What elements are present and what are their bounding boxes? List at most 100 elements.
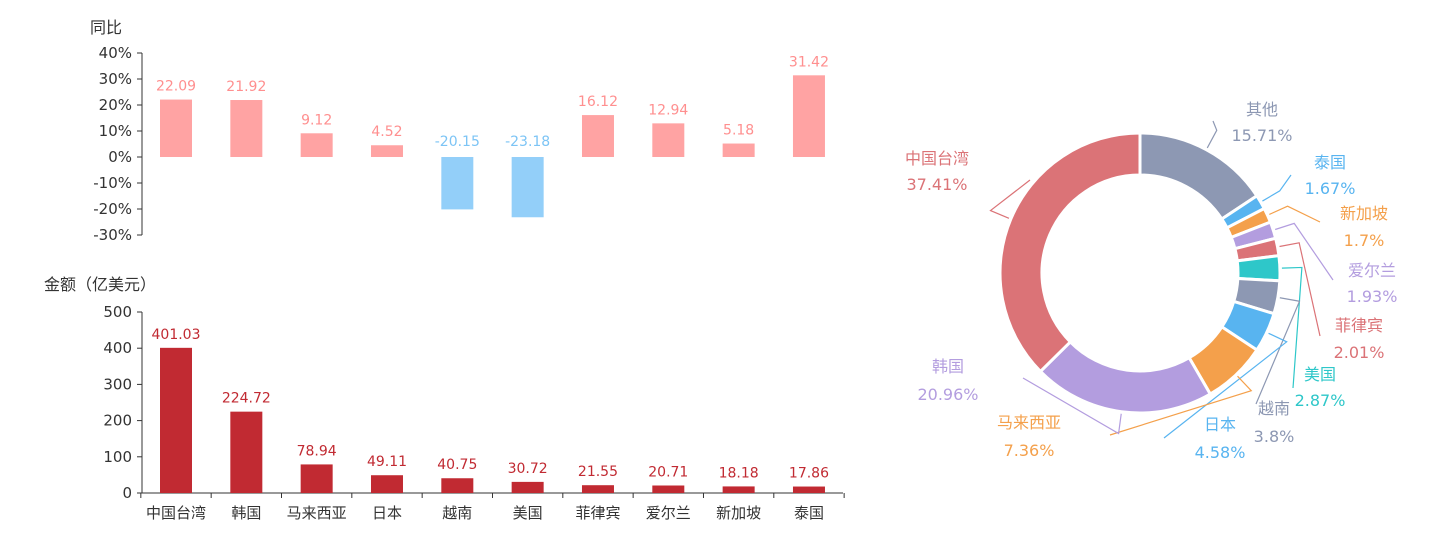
- yoy-y-tick-label: -30%: [93, 226, 132, 244]
- yoy-data-label: 31.42: [789, 54, 829, 70]
- amount-data-label: 224.72: [222, 391, 271, 407]
- amount-bar: [230, 411, 263, 493]
- donut-slice-name: 其他: [1246, 100, 1278, 119]
- amount-axis-title: 金额（亿美元）: [44, 275, 156, 294]
- amount-bar: [652, 485, 685, 493]
- donut-slice-name: 菲律宾: [1335, 316, 1383, 335]
- amount-data-label: 78.94: [297, 443, 337, 459]
- amount-x-tick-label: 新加坡: [716, 504, 761, 522]
- yoy-bar: [581, 115, 614, 157]
- donut-slice-name: 中国台湾: [905, 149, 969, 168]
- amount-data-label: 401.03: [152, 327, 201, 343]
- amount-y-tick-label: 500: [103, 303, 132, 321]
- amount-y-tick-label: 200: [103, 412, 132, 430]
- amount-x-tick-label: 美国: [513, 504, 543, 522]
- amount-y-tick-label: 100: [103, 448, 132, 466]
- donut-slice-name: 新加坡: [1340, 204, 1388, 223]
- donut-slice-name: 马来西亚: [997, 413, 1061, 432]
- donut-slice: [1235, 253, 1282, 283]
- amount-x-tick-label: 韩国: [231, 504, 261, 522]
- yoy-bar: [652, 123, 685, 157]
- yoy-y-tick-label: -20%: [93, 200, 132, 218]
- amount-y-tick-label: 0: [122, 484, 132, 502]
- yoy-data-label: 22.09: [156, 79, 196, 95]
- donut-slice-percent: 1.67%: [1305, 179, 1356, 198]
- yoy-y-tick-label: 20%: [99, 96, 132, 114]
- amount-y-tick-label: 400: [103, 339, 132, 357]
- yoy-y-tick-label: 40%: [99, 44, 132, 62]
- amount-data-label: 49.11: [367, 454, 407, 470]
- amount-x-tick-label: 爱尔兰: [646, 504, 691, 522]
- amount-data-label: 17.86: [789, 466, 829, 482]
- yoy-data-label: 12.94: [648, 102, 688, 118]
- amount-y-tick-label: 300: [103, 375, 132, 393]
- amount-data-label: 40.75: [437, 457, 477, 473]
- donut-labels: 其他 15.71% 泰国 1.67% 新加坡 1.7% 爱尔兰 1.93% 菲律宾 2.01% 美国…: [905, 100, 1397, 462]
- yoy-y-tick-label: -10%: [93, 174, 132, 192]
- amount-bar: [511, 481, 544, 493]
- yoy-bar: [230, 100, 263, 157]
- amount-bar: [441, 478, 474, 493]
- donut-slice-percent: 37.41%: [906, 175, 967, 194]
- amount-bar: [792, 486, 825, 493]
- yoy-bar: [300, 133, 333, 157]
- amount-x-tick-label: 泰国: [794, 504, 824, 522]
- yoy-data-label: 5.18: [723, 123, 754, 139]
- yoy-data-label: 9.12: [301, 112, 332, 128]
- yoy-y-tick-label: 0%: [108, 148, 132, 166]
- donut-slice-name: 泰国: [1314, 153, 1346, 172]
- yoy-bar: [511, 157, 544, 218]
- donut-leader-line: [1022, 377, 1122, 435]
- donut-leader-line: [1109, 375, 1253, 436]
- donut-slice-name: 越南: [1258, 399, 1290, 418]
- amount-bar: [722, 486, 755, 493]
- amount-data-label: 30.72: [508, 461, 548, 477]
- amount-x-tick-label: 中国台湾: [146, 504, 206, 522]
- share-donut-chart: 其他 15.71% 泰国 1.67% 新加坡 1.7% 爱尔兰 1.93% 菲律宾 2.01% 美国…: [905, 100, 1397, 462]
- donut-leader-line: [1279, 242, 1321, 337]
- donut-leader-line: [989, 179, 1031, 219]
- yoy-bar: [441, 157, 474, 210]
- donut-slice-name: 韩国: [932, 357, 964, 376]
- amount-data-label: 21.55: [578, 464, 618, 480]
- donut-slice-name: 爱尔兰: [1348, 261, 1396, 280]
- yoy-y-tick-label: 10%: [99, 122, 132, 140]
- yoy-bar: [722, 143, 755, 157]
- amount-x-tick-label: 马来西亚: [287, 504, 347, 522]
- amount-x-tick-label: 菲律宾: [575, 504, 620, 522]
- yoy-axis-title: 同比: [90, 18, 122, 37]
- amount-bar-chart: 金额（亿美元） 500 400 300 200 100 0 401.03 中国台湾 224.72…: [44, 275, 845, 522]
- amount-x-tick-label: 越南: [442, 504, 472, 522]
- donut-slice-name: 美国: [1304, 365, 1336, 384]
- donut-slice-percent: 1.93%: [1347, 287, 1398, 306]
- yoy-bar-chart: 同比 40% 30% 20% 10% 0% -10% -20% -30% 22.09 21.92 9…: [90, 18, 829, 244]
- donut-slice-percent: 20.96%: [917, 385, 978, 404]
- yoy-data-label: -20.15: [435, 134, 480, 150]
- yoy-bar: [792, 75, 825, 157]
- donut-slice-percent: 2.01%: [1334, 343, 1385, 362]
- donut-leader-line: [1255, 297, 1301, 405]
- donut-leader-line: [1262, 174, 1292, 202]
- donut-leader-line: [1206, 120, 1218, 149]
- amount-bar: [370, 475, 403, 493]
- donut-slice-percent: 3.8%: [1254, 427, 1295, 446]
- donut-leader-line: [1281, 266, 1303, 389]
- amount-bar: [581, 485, 614, 493]
- donut-slice-percent: 2.87%: [1295, 391, 1346, 410]
- donut-slice: [998, 131, 1142, 374]
- donut-slice-percent: 15.71%: [1231, 126, 1292, 145]
- amount-data-label: 20.71: [648, 465, 688, 481]
- yoy-data-label: -23.18: [505, 134, 550, 150]
- donut-slice-percent: 1.7%: [1344, 231, 1385, 250]
- yoy-data-label: 4.52: [371, 124, 402, 140]
- amount-bar: [160, 347, 192, 493]
- donut-leader-line: [1269, 205, 1321, 223]
- donut-slices: [998, 131, 1282, 415]
- donut-slice-percent: 7.36%: [1004, 441, 1055, 460]
- yoy-bar: [160, 99, 192, 157]
- donut-slice-name: 日本: [1204, 415, 1236, 434]
- donut-slice-percent: 4.58%: [1195, 443, 1246, 462]
- amount-x-tick-label: 日本: [372, 504, 402, 522]
- yoy-data-label: 21.92: [226, 79, 266, 95]
